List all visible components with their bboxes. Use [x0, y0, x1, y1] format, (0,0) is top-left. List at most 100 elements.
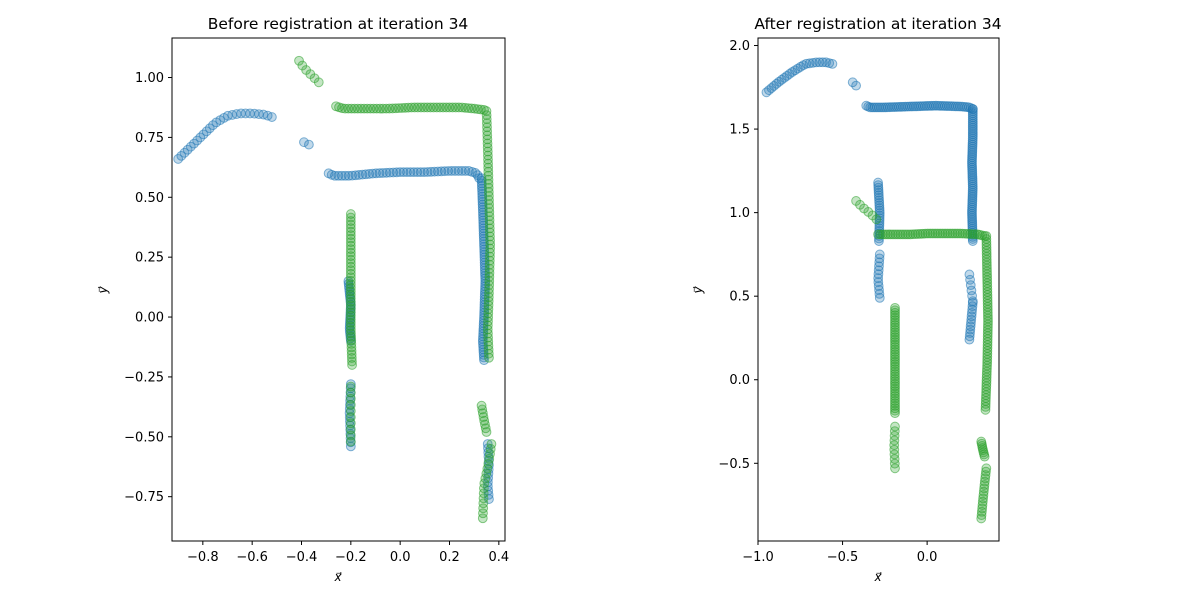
scatter-point — [883, 229, 893, 240]
scatter-point — [422, 167, 433, 177]
y-tick-label: 0.0 — [729, 373, 750, 388]
scatter-point — [890, 229, 901, 240]
scatter-point — [478, 493, 489, 504]
scatter-point — [910, 229, 921, 240]
scatter-point — [980, 404, 991, 415]
scatter-point — [346, 331, 357, 342]
scatter-point — [940, 228, 951, 239]
axes-frame — [757, 37, 1000, 542]
scatter-point — [443, 166, 454, 176]
scatter-point — [345, 324, 356, 335]
scatter-point — [333, 170, 344, 181]
scatter-point — [345, 209, 356, 219]
scatter-point — [932, 228, 943, 239]
scatter-point — [384, 167, 395, 178]
scatter-point — [873, 185, 884, 196]
scatter-point — [885, 229, 896, 240]
scatter-point — [346, 349, 357, 360]
scatter-point — [371, 168, 381, 179]
scatter-point — [294, 55, 304, 66]
scatter-point — [336, 170, 347, 181]
scatter-point — [412, 167, 423, 178]
scatter-point — [330, 170, 340, 181]
axes-frame — [171, 37, 506, 542]
scatter-point — [345, 230, 356, 241]
scatter-point — [937, 228, 948, 239]
scatter-point — [340, 170, 351, 181]
scatter-point — [345, 261, 356, 272]
after-registration-panel: After registration at iteration 34 −1.0−… — [691, 15, 1002, 584]
scatter-point — [479, 241, 489, 252]
scatter-point — [388, 167, 399, 178]
scatter-point — [874, 210, 885, 221]
scatter-point — [345, 272, 356, 283]
scatter-point — [484, 453, 495, 464]
scatter-point — [485, 448, 495, 459]
scatter-point — [935, 228, 946, 239]
y-tick-label: 1.00 — [135, 71, 164, 86]
x-tick-label: −0.8 — [187, 550, 219, 565]
scatter-point — [439, 166, 450, 177]
scatter-point — [477, 513, 488, 524]
scatter-point — [367, 168, 378, 179]
scatter-point — [960, 228, 970, 239]
scatter-point — [478, 508, 488, 519]
x-tick-label: −0.4 — [286, 550, 318, 565]
scatter-point — [408, 167, 419, 178]
scatter-point — [429, 166, 440, 177]
scatter-point — [345, 254, 356, 265]
before-registration-panel: Before registration at iteration 34 −0.8… — [96, 15, 509, 584]
scatter-point — [345, 300, 356, 311]
scatter-point — [476, 400, 487, 411]
scatter-point — [478, 488, 489, 499]
scatter-point — [976, 513, 987, 524]
scatter-point — [874, 292, 885, 303]
y-tick-label: −0.25 — [124, 370, 164, 385]
scatter-point — [478, 498, 489, 509]
scatter-point — [873, 190, 884, 201]
scatter-point — [346, 335, 357, 346]
x-tick-label: 0.2 — [439, 550, 460, 565]
scatter-point — [267, 112, 277, 122]
scatter-point — [888, 229, 898, 240]
scatter-point — [345, 247, 356, 258]
scatter-point — [299, 137, 309, 148]
scatter-point — [880, 229, 891, 240]
scatter-point — [873, 182, 884, 193]
scatter-point — [479, 483, 489, 494]
y-tick-label: 1.0 — [729, 206, 750, 221]
scatter-point — [945, 228, 955, 239]
scatter-point — [345, 237, 356, 248]
scatter-point — [871, 214, 882, 225]
scatter-point — [979, 451, 990, 462]
x-tick-label: −1.0 — [742, 550, 774, 565]
scatter-point — [457, 166, 467, 176]
scatter-point — [345, 275, 356, 286]
scatter-point — [907, 229, 918, 240]
scatter-point — [313, 77, 324, 88]
y-axis-ticks: −0.75 −0.50 −0.25 0.00 0.25 0.50 0.75 1.00 — [124, 71, 172, 505]
scatter-point — [947, 228, 958, 239]
y-axis-label: y⃗ — [691, 286, 705, 295]
scatter-point — [345, 289, 356, 300]
scatter-point — [415, 167, 426, 178]
chart-title: After registration at iteration 34 — [754, 15, 1001, 33]
scatter-point — [952, 228, 963, 239]
scatter-point — [927, 228, 938, 239]
y-axis-label: y⃗ — [96, 286, 110, 295]
x-axis-ticks: −1.0 −0.5 0.0 — [742, 541, 937, 565]
scatter-point — [900, 229, 911, 240]
scatter-point — [873, 180, 884, 190]
scatter-point — [346, 342, 357, 353]
chart-title: Before registration at iteration 34 — [208, 15, 469, 33]
scatter-point — [345, 212, 356, 223]
y-tick-label: 2.0 — [729, 39, 750, 54]
scatter-point — [874, 200, 885, 211]
x-axis-ticks: −0.8 −0.6 −0.4 −0.2 0.0 0.2 0.4 — [187, 541, 509, 565]
scatter-point — [345, 216, 356, 226]
scatter-point — [912, 229, 923, 239]
scatter-point — [890, 305, 900, 316]
scatter-point — [486, 439, 497, 449]
scatter-point — [450, 166, 460, 176]
scatter-point — [893, 229, 903, 240]
